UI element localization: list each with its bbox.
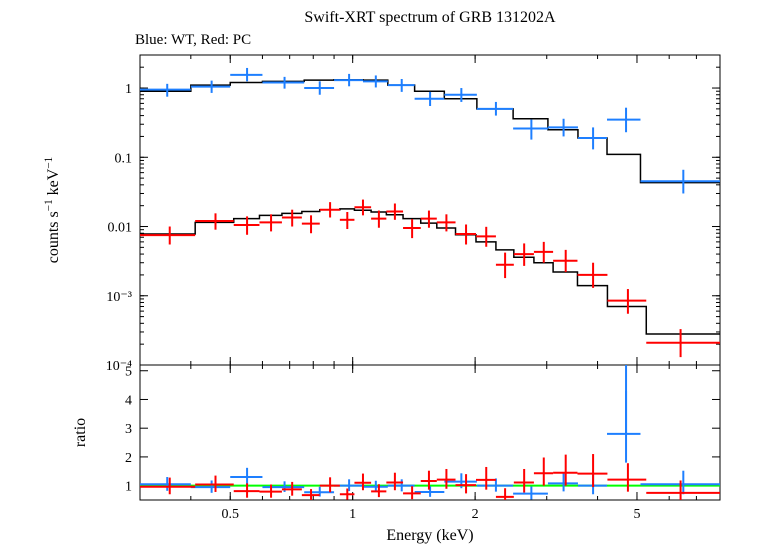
svg-text:3: 3 [125, 422, 132, 437]
svg-text:0.01: 0.01 [108, 221, 133, 236]
chart-title: Swift-XRT spectrum of GRB 131202A [304, 9, 556, 26]
svg-text:1: 1 [125, 82, 132, 97]
chart-subtitle: Blue: WT, Red: PC [135, 32, 251, 48]
svg-text:1: 1 [125, 480, 132, 495]
svg-text:2: 2 [125, 451, 132, 466]
svg-text:5: 5 [125, 365, 132, 380]
svg-text:4: 4 [125, 393, 132, 408]
y-axis-label-bottom: ratio [72, 418, 89, 447]
svg-text:10⁻³: 10⁻³ [106, 290, 132, 305]
y-axis-label-top: counts s−1 keV−1 [43, 157, 62, 263]
x-axis-label: Energy (keV) [386, 527, 473, 544]
svg-text:0.5: 0.5 [221, 507, 239, 522]
svg-text:2: 2 [472, 507, 479, 522]
svg-text:1: 1 [349, 507, 356, 522]
spectrum-chart: 0.512510⁻⁴10⁻³0.010.1112345Swift-XRT spe… [0, 0, 758, 556]
svg-text:0.1: 0.1 [115, 151, 133, 166]
svg-text:5: 5 [633, 507, 640, 522]
